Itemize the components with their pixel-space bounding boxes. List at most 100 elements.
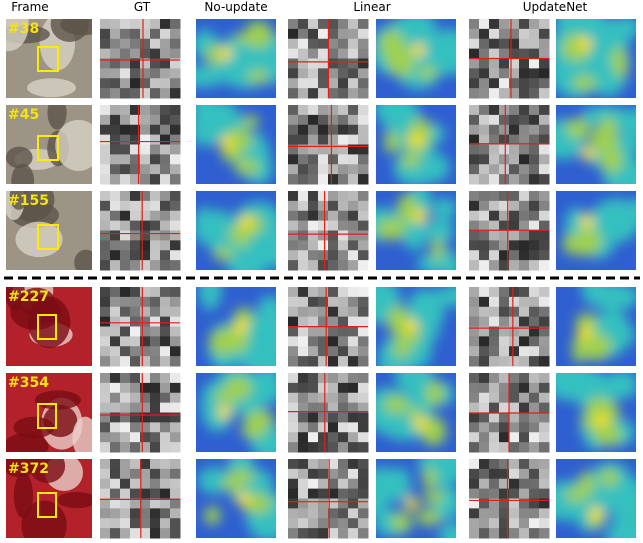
patch-cell (348, 48, 359, 59)
patch-cell (338, 478, 349, 490)
patch-cell (519, 124, 530, 136)
patch-cell (318, 58, 329, 69)
patch-cell (150, 459, 161, 470)
patch-cell (348, 518, 359, 529)
patch-cell (328, 468, 339, 480)
patch-cell (499, 498, 510, 509)
patch-cell (469, 346, 480, 357)
patch-cell (469, 442, 480, 453)
patch-cell (308, 316, 319, 327)
patch-cell (120, 144, 131, 155)
patch-cell (358, 240, 369, 251)
patch-cell (110, 392, 121, 404)
patch-cell (348, 459, 359, 470)
patch-cell (160, 38, 171, 50)
patch-cell (100, 19, 111, 30)
patch-cell (479, 48, 490, 59)
patch-cell (308, 58, 319, 69)
patch-cell (150, 478, 161, 490)
heat-blob (401, 214, 428, 251)
patch-cell (338, 210, 349, 222)
patch-cell (479, 518, 490, 529)
patch-cell (519, 48, 530, 59)
patch-cell (308, 488, 319, 499)
patch-cell (120, 306, 131, 318)
patch-cell (288, 200, 299, 212)
patch-cell (160, 174, 171, 185)
patch-cell (298, 220, 309, 231)
gray-patch (469, 191, 550, 271)
patch-cell (358, 528, 369, 539)
patch-cell (160, 346, 171, 357)
patch-cell (539, 316, 550, 327)
patch-cell (529, 336, 540, 347)
patch-cell (539, 468, 550, 480)
patch-cell (288, 230, 299, 241)
patch-cell (509, 78, 520, 89)
patch-cell (499, 478, 510, 490)
patch-cell (298, 498, 309, 509)
patch-cell (120, 68, 131, 79)
patch-cell (479, 260, 490, 271)
patch-cell (288, 478, 299, 490)
patch-cell (318, 422, 329, 433)
patch-cell (170, 373, 181, 384)
patch-cell (120, 210, 131, 222)
patch-cell (529, 144, 540, 155)
patch-cell (140, 459, 151, 470)
patch-cell (469, 432, 480, 443)
patch-cell (539, 68, 550, 79)
patch-cell (338, 468, 349, 480)
patch-cell (170, 240, 181, 251)
patch-cell (140, 260, 151, 271)
heatmap-blobs (376, 105, 450, 184)
patch-cell (130, 498, 141, 509)
patch-cell (288, 432, 299, 443)
patch-cell (130, 508, 141, 519)
frame-label: #155 (8, 193, 49, 209)
patch-cell (358, 260, 369, 271)
target-box (37, 46, 59, 72)
patch-cell (519, 105, 530, 116)
patch-cell (170, 191, 181, 202)
patch-cell (529, 528, 540, 539)
patch-cell (150, 402, 161, 413)
patch-cell (509, 306, 520, 318)
patch-cell (130, 250, 141, 261)
patch-cell (529, 260, 540, 271)
patch-cell (489, 336, 500, 347)
patch-cell (499, 200, 510, 212)
patch-cell (170, 105, 181, 116)
patch-cell (170, 336, 181, 347)
patch-cell (140, 88, 151, 99)
patch-cell (328, 105, 339, 116)
patch-cell (469, 191, 480, 202)
patch-cell (288, 38, 299, 50)
patch-cell (489, 28, 500, 40)
heatmap (376, 191, 456, 270)
patch-cell (100, 260, 111, 271)
patch-cell (110, 260, 121, 271)
patch-cell (348, 382, 359, 394)
heat-peak (577, 325, 592, 340)
gray-patch (100, 459, 181, 539)
patch-cell (170, 287, 181, 298)
patch-cell (338, 240, 349, 251)
patch-cell (140, 402, 151, 413)
patch-cell (529, 88, 540, 99)
patch-cell (489, 488, 500, 499)
patch-cell (519, 528, 530, 539)
patch-cell (160, 105, 171, 116)
heat-blob (395, 373, 422, 393)
patch-cell (328, 191, 339, 202)
patch-cell (479, 68, 490, 79)
heat-peak (217, 405, 232, 420)
patch-cell (358, 191, 369, 202)
patch-cell (100, 174, 111, 185)
patch-cell (100, 528, 111, 539)
patch-cell (509, 68, 520, 79)
patch-cell (318, 373, 329, 384)
gray-patch (469, 459, 550, 539)
heat-blob (399, 330, 421, 345)
heat-peak (411, 43, 426, 58)
